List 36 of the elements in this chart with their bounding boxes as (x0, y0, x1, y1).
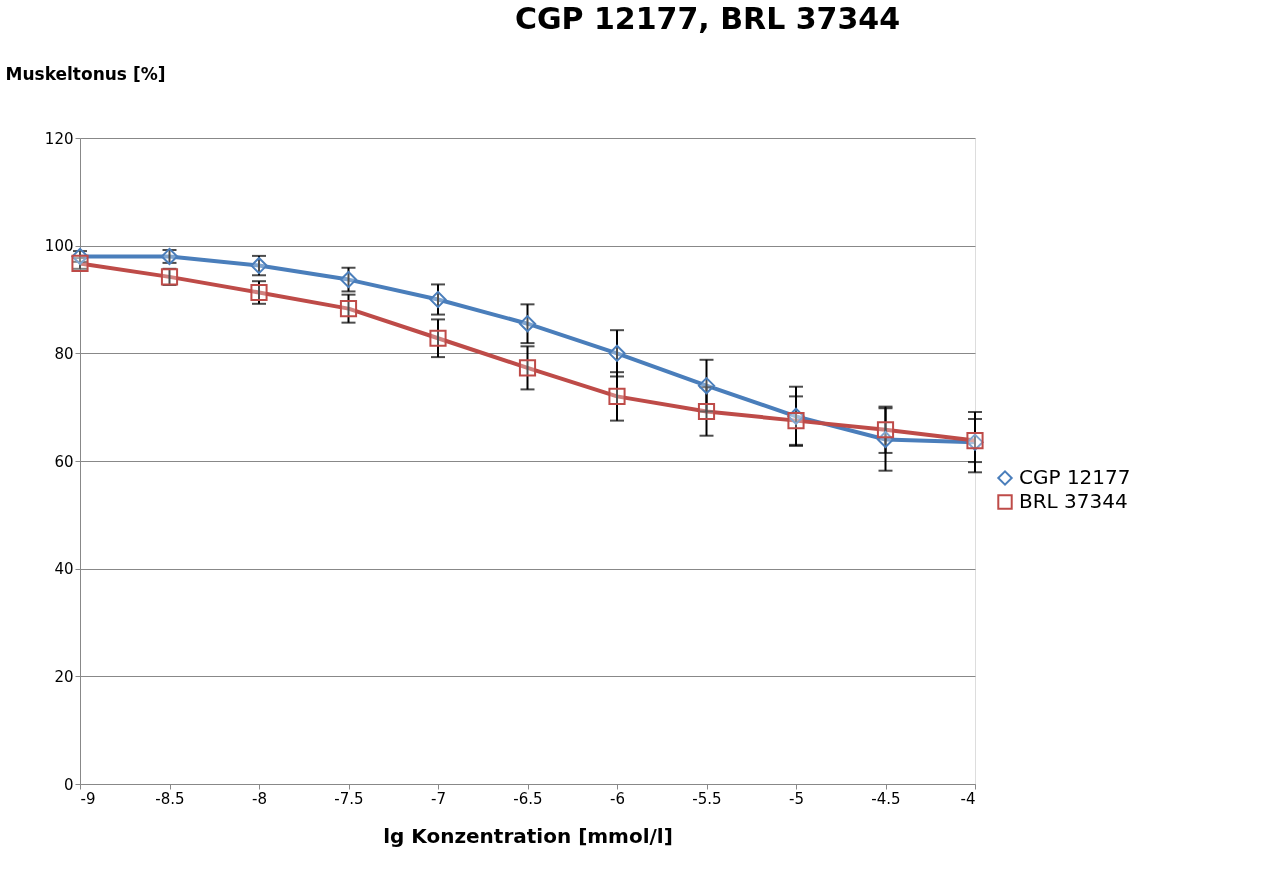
x-tick-label: -5 (789, 789, 804, 808)
x-tick-label: -4.5 (871, 789, 901, 808)
x-tick-label: -8 (252, 789, 267, 808)
point (518, 315, 537, 333)
point (697, 377, 716, 395)
point (429, 329, 447, 347)
x-tick-label: -8.5 (155, 789, 185, 808)
x-tick-label: -6 (610, 789, 625, 808)
point (71, 254, 89, 273)
point (518, 359, 537, 377)
x-axis-title: lg Konzentration [mmol/l] (383, 823, 673, 848)
point (429, 290, 447, 309)
y-axis-title: Muskeltonus [%] (5, 63, 166, 84)
legend-label: BRL 37344 (1019, 489, 1128, 513)
y-tick-label: 60 (54, 452, 74, 471)
y-tick-label: 20 (54, 667, 74, 686)
point (787, 412, 805, 430)
x-tick-label: -4 (960, 789, 976, 808)
x-tick-label: -6.5 (513, 789, 543, 808)
legend-label: CGP 12177 (1019, 465, 1131, 489)
point (697, 402, 716, 421)
point (339, 300, 358, 318)
x-tick-label: -5.5 (692, 789, 722, 808)
chart-title: CGP 12177, BRL 37344 (514, 1, 901, 36)
x-tick-label: -7 (431, 789, 446, 808)
point (339, 271, 358, 289)
y-tick-label: 0 (63, 775, 74, 794)
point (608, 387, 626, 405)
point (608, 344, 626, 362)
y-tick-label: 40 (54, 560, 74, 579)
point (876, 421, 895, 439)
y-tick-label: 120 (44, 129, 74, 148)
y-tick-label: 100 (44, 237, 74, 256)
x-tick-label: -9 (80, 789, 96, 808)
x-tick-label: -7.5 (334, 789, 364, 808)
y-tick-label: 80 (54, 344, 74, 363)
